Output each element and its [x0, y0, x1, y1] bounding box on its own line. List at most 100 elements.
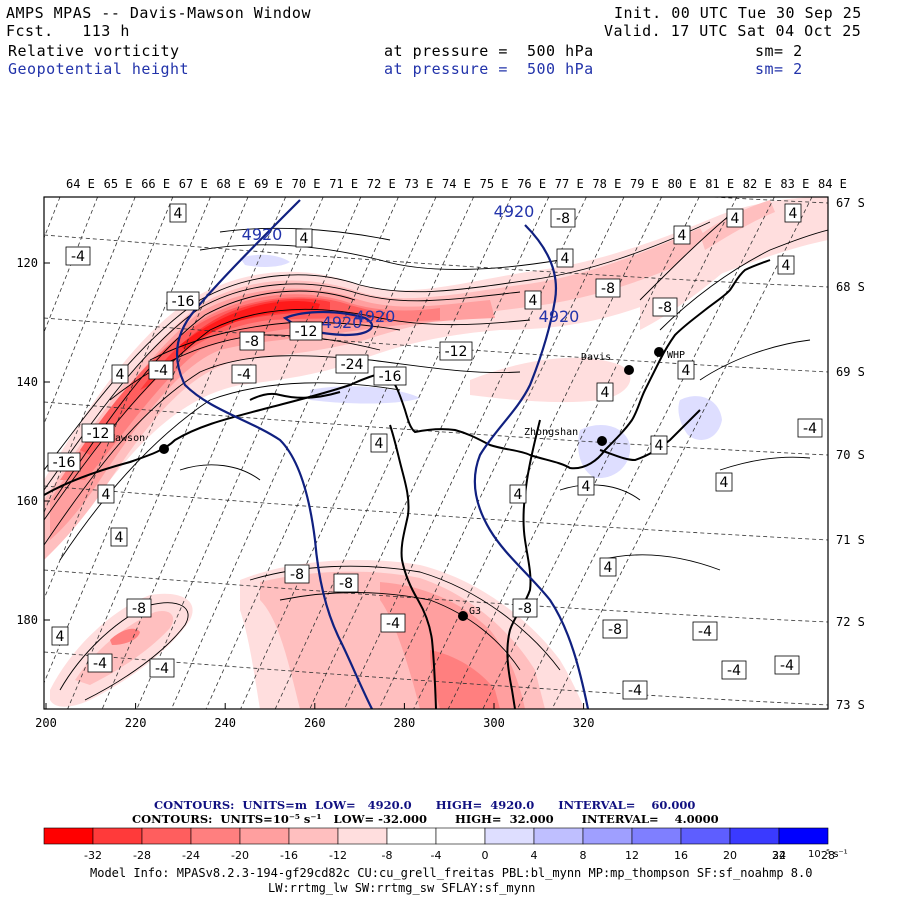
vorticity-label-text: -24 [341, 357, 364, 373]
lon-line [101, 197, 324, 709]
longitude-label: 84 E [818, 177, 847, 191]
vorticity-label-text: 4 [789, 206, 798, 222]
vorticity-label-neg: -12 [439, 341, 473, 361]
station-dot [624, 365, 634, 375]
vorticity-label-neg: -8 [602, 619, 628, 639]
vorticity-label-box [239, 331, 265, 351]
vorticity-label-box [673, 225, 691, 245]
vorticity-label-box [550, 208, 576, 228]
field1-level: at pressure = 500 hPa [384, 42, 594, 60]
vort-contour-17 [719, 456, 811, 471]
vort-contour-6 [59, 382, 401, 561]
lon-line [240, 197, 474, 709]
vort-contour-1 [44, 221, 711, 471]
vorticity-label-pos: 4 [726, 208, 744, 228]
vorticity-label-text: 4 [678, 228, 687, 244]
vorticity-label-pos: 4 [370, 433, 388, 453]
vorticity-label-box [692, 621, 718, 641]
vorticity-label-text: -12 [445, 344, 468, 360]
x-tick-label: 280 [394, 716, 416, 730]
lat-line-70 [44, 401, 828, 456]
y-tick-label: 160 [16, 494, 38, 508]
vort-contour-18 [599, 554, 721, 571]
longitude-label: 79 E [630, 177, 659, 191]
lon-line [44, 197, 98, 334]
vorticity-label-text: 4 [115, 530, 124, 546]
station-label: WHP [667, 350, 685, 361]
colorbar-label: -8 [382, 849, 393, 862]
longitude-label: 66 E [141, 177, 171, 191]
vorticity-label-neg: -8 [333, 573, 359, 593]
colorbar-label: 32 [772, 849, 786, 862]
vorticity-label-box [599, 557, 617, 577]
colorbar-label: -12 [329, 849, 347, 862]
vort-pos-blob-b [678, 396, 722, 440]
colorbar-label: 24 [772, 849, 786, 862]
vorticity-label-box [777, 255, 795, 275]
vorticity-label-neg: -4 [231, 364, 257, 384]
vort-contour-16 [699, 339, 811, 381]
vort-band-20 [80, 297, 390, 455]
x-tick-label: 200 [35, 716, 57, 730]
vorticity-label-box [595, 278, 621, 298]
vort-contour-4 [44, 308, 531, 521]
vort-contour-14 [639, 214, 731, 301]
vorticity-label-pos: 4 [673, 225, 691, 245]
colorbar-label: 8 [580, 849, 587, 862]
longitude-label: 77 E [554, 177, 584, 191]
vorticity-label-box [650, 435, 668, 455]
x-tick-label: 260 [304, 716, 326, 730]
height-contour-info: CONTOURS: UNITS=m LOW= 4920.0 HIGH= 4920… [154, 798, 696, 812]
vorticity-label-pos: 4 [51, 626, 69, 646]
latitude-label: 69 S [836, 365, 865, 379]
vorticity-label-text: 4 [529, 293, 538, 309]
init-time: Init. 00 UTC Tue 30 Sep 25 [614, 4, 862, 22]
lat-line-72 [44, 569, 828, 623]
vorticity-label-box [622, 680, 648, 700]
vort-pos-blob-d [240, 254, 290, 267]
y-axis: 120 140 160 180 [16, 256, 50, 627]
coastline-inner-a [389, 424, 437, 709]
vort-contour-13 [59, 602, 189, 701]
vort-contour-2 [44, 283, 521, 491]
vorticity-label-text: -4 [71, 249, 85, 265]
vorticity-label-box [111, 364, 129, 384]
colorbar-label: -24 [182, 849, 200, 862]
vort-south-blob-12 [380, 582, 525, 709]
x-tick-label: 300 [483, 716, 505, 730]
colorbar-label: 12 [625, 849, 639, 862]
vort-contour-19 [179, 464, 261, 481]
vorticity-label-box [47, 452, 81, 472]
vorticity-label-pos: 4 [596, 382, 614, 402]
station-label: G3 [469, 606, 481, 617]
vorticity-label-text: 4 [582, 479, 591, 495]
vorticity-label-text: -4 [698, 624, 712, 640]
lon-line [378, 197, 625, 709]
vort-ne-band-4 [640, 197, 828, 330]
vorticity-label-box [166, 291, 200, 311]
vorticity-negative-shading [44, 197, 828, 709]
vorticity-label-text: -8 [339, 576, 353, 592]
vorticity-label-box [373, 366, 407, 386]
station-dot [654, 347, 664, 357]
vorticity-label-text: -16 [172, 294, 195, 310]
latitude-label: 70 S [836, 448, 865, 462]
vorticity-label-box [284, 564, 310, 584]
colorbar-swatch [729, 827, 780, 845]
vorticity-label-text: -8 [290, 567, 304, 583]
vorticity-label-pos: 4 [524, 290, 542, 310]
station-label: Davis [581, 352, 611, 363]
vorticity-label-box [439, 341, 473, 361]
plot-frame [43, 196, 829, 710]
longitude-label: 64 E [66, 177, 95, 191]
lon-line [44, 197, 136, 425]
vorticity-label-neg: -4 [622, 680, 648, 700]
lat-line-68 [44, 234, 828, 288]
vort-contour-5 [44, 355, 521, 546]
longitude-label: 82 E [742, 177, 772, 191]
vorticity-label-box [110, 527, 128, 547]
lon-line [274, 197, 512, 709]
longitude-label: 76 E [517, 177, 547, 191]
